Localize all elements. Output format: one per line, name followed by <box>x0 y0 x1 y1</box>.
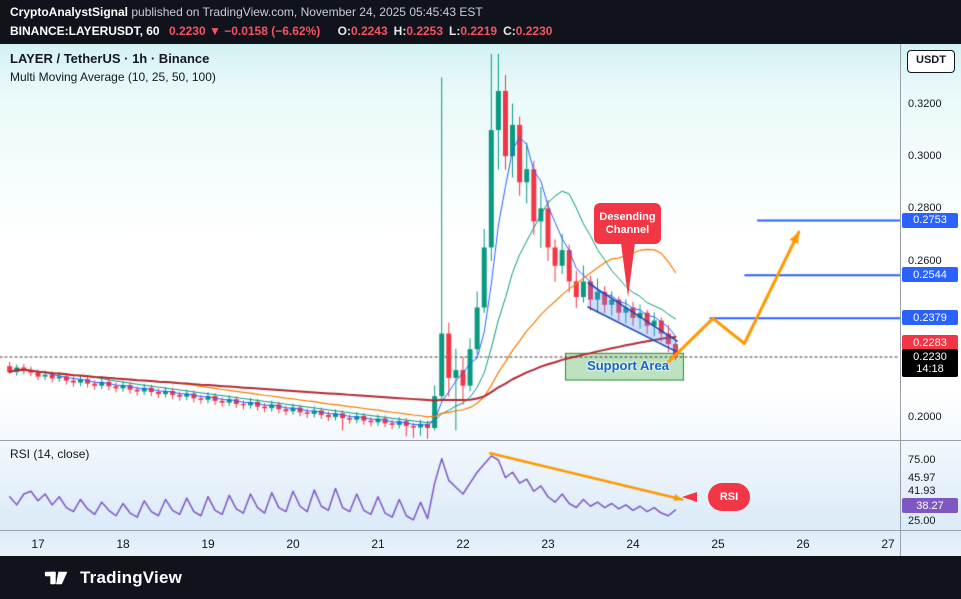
price-level-badge: 0.2379 <box>902 310 958 326</box>
price-tick-label: 0.3000 <box>908 150 942 163</box>
rsi-legend[interactable]: RSI (14, close) <box>10 447 90 461</box>
byline: CryptoAnalystSignal published on Trading… <box>10 5 951 20</box>
rsi-tick-label: 75.00 <box>908 454 936 466</box>
callout-arrow-icon <box>621 243 635 297</box>
rsi-value-badge: 38.27 <box>902 498 958 513</box>
published-text: published on TradingView.com, November 2… <box>128 5 483 19</box>
time-axis-day-label: 24 <box>626 537 640 551</box>
time-axis-day-label: 23 <box>541 537 555 551</box>
price-level-badge: 0.2753 <box>902 212 958 228</box>
snapshot-footer: TradingView <box>0 556 961 599</box>
time-axis-day-label: 17 <box>31 537 45 551</box>
tradingview-wordmark[interactable]: TradingView <box>80 567 183 587</box>
bar-countdown: 14:18 <box>916 363 944 376</box>
high-value: 0.2253 <box>406 24 444 38</box>
open-label: O: <box>337 24 351 38</box>
tradingview-logo-icon[interactable] <box>44 566 71 590</box>
time-axis-day-label: 21 <box>371 537 385 551</box>
chart-legend: LAYER / TetherUS · 1h · Binance Multi Mo… <box>10 51 216 84</box>
price-change: ▼ −0.0158 (−6.62%) <box>208 24 321 38</box>
rsi-tick-label: 41.93 <box>908 485 936 497</box>
time-axis-day-label: 20 <box>286 537 300 551</box>
symbol-legend[interactable]: LAYER / TetherUS · 1h · Binance <box>10 51 210 66</box>
close-value: 0.2230 <box>515 24 553 38</box>
close-label: C: <box>503 24 516 38</box>
pane-divider[interactable] <box>0 440 961 441</box>
currency-toggle-button[interactable]: USDT <box>907 50 955 73</box>
price-tick-label: 0.2000 <box>908 411 942 424</box>
low-value: 0.2219 <box>460 24 498 38</box>
price-chart-canvas[interactable] <box>0 44 900 556</box>
time-axis[interactable]: 17 18 19 20 21 22 23 24 25 26 27 <box>0 531 900 556</box>
last-price: 0.2230 <box>168 24 206 38</box>
time-axis-day-label: 26 <box>796 537 810 551</box>
support-area-label[interactable]: Support Area <box>587 358 669 373</box>
price-level-badge: 0.2283 <box>902 335 958 351</box>
rsi-tick-label: 25.00 <box>908 515 936 527</box>
ohlc-readout: O:0.2243 H:0.2253 L:0.2219 C:0.2230 <box>332 24 553 38</box>
last-price-badge: 0.2230 14:18 <box>902 349 958 378</box>
price-tick-label: 0.3200 <box>908 98 942 110</box>
open-value: 0.2243 <box>350 24 388 38</box>
rsi-annotation-pointer-icon <box>682 492 697 502</box>
price-tick-label: 0.2800 <box>908 202 942 215</box>
author-name[interactable]: CryptoAnalystSignal <box>10 5 129 19</box>
price-tick-label: 0.2600 <box>908 254 942 267</box>
time-axis-day-label: 19 <box>201 537 215 551</box>
chart-area: LAYER / TetherUS · 1h · Binance Multi Mo… <box>0 44 961 556</box>
last-price-value: 0.2230 <box>913 351 947 364</box>
symbol-name[interactable]: BINANCE:LAYERUSDT, 60 <box>10 24 160 38</box>
symbol-line: BINANCE:LAYERUSDT, 60 0.2230 ▼ −0.0158 (… <box>10 24 951 39</box>
indicator-legend[interactable]: Multi Moving Average (10, 25, 50, 100) <box>10 70 216 84</box>
snapshot-header: CryptoAnalystSignal published on Trading… <box>0 0 961 44</box>
rsi-tick-label: 45.97 <box>908 472 936 484</box>
time-axis-day-label: 22 <box>456 537 470 551</box>
time-axis-day-label: 18 <box>116 537 130 551</box>
low-label: L: <box>449 24 461 38</box>
rsi-annotation-badge[interactable]: RSI <box>708 483 750 511</box>
price-level-badge: 0.2544 <box>902 267 958 283</box>
axis-divider <box>0 530 961 531</box>
time-axis-day-label: 25 <box>711 537 725 551</box>
time-axis-day-label: 27 <box>881 537 895 551</box>
callout-line2: Channel <box>605 223 650 236</box>
descending-channel-callout[interactable]: Desending Channel <box>594 203 661 244</box>
callout-line1: Desending <box>599 210 656 223</box>
price-scale-border <box>900 44 901 556</box>
high-label: H: <box>393 24 407 38</box>
price-scale[interactable]: USDT 0.3200 0.3000 0.2800 0.2600 0.2000 0.275… <box>901 44 961 530</box>
